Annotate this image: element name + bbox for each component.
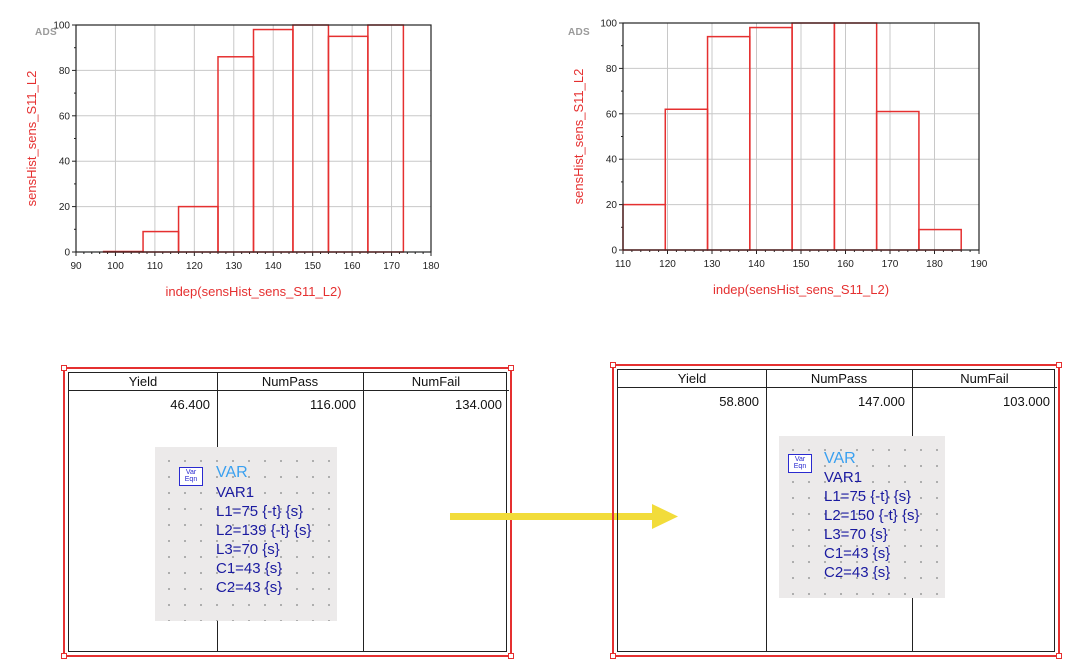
selection-handle[interactable] (61, 653, 67, 659)
table-grid: Yield NumPass NumFail 46.400 116.000 134… (68, 372, 509, 652)
var-line: L1=75 {-t} {s} (824, 488, 912, 505)
histogram-bar (833, 22, 878, 251)
var-line: C1=43 {s} (216, 560, 283, 577)
y-tick-label: 20 (606, 200, 618, 211)
selection-handle[interactable] (1056, 653, 1062, 659)
histogram-bar (142, 230, 180, 253)
x-tick-label: 90 (70, 261, 82, 272)
yield-table-right: Yield NumPass NumFail 58.800 147.000 103… (610, 362, 1062, 659)
y-tick-label: 20 (59, 202, 71, 213)
x-tick-label: 120 (659, 259, 676, 270)
x-tick-label: 160 (344, 261, 361, 272)
y-tick-label: 60 (59, 111, 71, 122)
var-line: L1=75 {-t} {s} (216, 503, 304, 520)
x-tick-label: 170 (882, 259, 899, 270)
x-tick-label: 190 (971, 259, 988, 270)
selection-handle[interactable] (610, 362, 616, 368)
histogram-bar (327, 35, 369, 253)
selection-handle[interactable] (610, 653, 616, 659)
histogram-bar (875, 110, 920, 251)
y-tick-label: 0 (611, 246, 617, 257)
yield-value: 46.400 (170, 397, 210, 412)
x-tick-label: 130 (225, 261, 242, 272)
var-line: C1=43 {s} (824, 545, 891, 562)
right-arrow-icon (450, 504, 678, 529)
var-eqn-icon: Var Eqn (788, 454, 812, 473)
x-tick-label: 120 (186, 261, 203, 272)
x-tick-label: 110 (147, 261, 163, 272)
yield-table-left: Yield NumPass NumFail 46.400 116.000 134… (61, 365, 514, 659)
var-eqn-block-left[interactable]: Var Eqn VAR VAR1 L1=75 {-t} {s} L2=139 {-… (155, 447, 337, 621)
histogram-bar (918, 228, 962, 251)
x-tick-label: 140 (748, 259, 765, 270)
header-yield: Yield (618, 370, 766, 388)
numpass-value: 147.000 (858, 394, 905, 409)
yield-value: 58.800 (719, 394, 759, 409)
x-tick-label: 180 (423, 261, 440, 272)
header-numpass: NumPass (766, 370, 912, 388)
y-axis-label: sensHist_sens_S11_L2 (571, 69, 586, 205)
var-line: L2=150 {-t} {s} (824, 507, 920, 524)
y-tick-label: 80 (606, 64, 618, 75)
var-title: VAR (216, 464, 248, 481)
plot-frame (622, 22, 980, 251)
x-tick-label: 180 (926, 259, 943, 270)
selection-handle[interactable] (1056, 362, 1062, 368)
y-tick-label: 0 (64, 248, 70, 259)
header-yield: Yield (69, 373, 217, 391)
numfail-value: 134.000 (455, 397, 502, 412)
histogram-bar (217, 56, 255, 253)
y-axis-label: sensHist_sens_S11_L2 (24, 71, 39, 207)
y-tick-label: 100 (53, 21, 70, 32)
plot-frame (75, 24, 432, 253)
selection-handle[interactable] (508, 653, 514, 659)
selection-handle[interactable] (61, 365, 67, 371)
histogram-bar (367, 24, 405, 253)
x-tick-label: 160 (837, 259, 854, 270)
header-numfail: NumFail (363, 373, 509, 391)
x-tick-label: 150 (304, 261, 321, 272)
x-tick-label: 100 (107, 261, 124, 272)
column-divider (766, 370, 767, 651)
var-line: L3=70 {s} (216, 541, 280, 558)
x-tick-label: 110 (615, 259, 631, 270)
y-tick-label: 100 (600, 19, 617, 30)
x-tick-label: 140 (265, 261, 282, 272)
ads-logo-right: ADS (568, 27, 591, 38)
y-tick-label: 40 (606, 155, 618, 166)
x-axis-label: indep(sensHist_sens_S11_L2) (713, 282, 889, 297)
var-line: L2=139 {-t} {s} (216, 522, 312, 539)
selection-handle[interactable] (508, 365, 514, 371)
header-numfail: NumFail (912, 370, 1057, 388)
y-tick-label: 40 (59, 157, 71, 168)
numfail-value: 103.000 (1003, 394, 1050, 409)
x-tick-label: 150 (793, 259, 810, 270)
var-title: VAR (824, 450, 856, 467)
histogram-bar (622, 203, 667, 251)
var-line: VAR1 (824, 469, 863, 486)
var-line: C2=43 {s} (216, 579, 283, 596)
var-eqn-icon: Var Eqn (179, 467, 203, 486)
histogram-bar (177, 205, 219, 253)
var-line: L3=70 {s} (824, 526, 888, 543)
x-axis-label: indep(sensHist_sens_S11_L2) (165, 284, 341, 299)
y-tick-label: 60 (606, 109, 618, 120)
var-line: C2=43 {s} (824, 564, 891, 581)
histogram-bar (664, 108, 709, 251)
histogram-bar (292, 24, 330, 253)
numpass-value: 116.000 (309, 397, 356, 412)
header-numpass: NumPass (217, 373, 363, 391)
histogram-bar (791, 22, 836, 251)
x-tick-label: 170 (383, 261, 400, 272)
x-tick-label: 130 (704, 259, 721, 270)
y-tick-label: 80 (59, 66, 71, 77)
var-line: VAR1 (216, 484, 255, 501)
ads-logo-left: ADS (35, 27, 58, 38)
var-eqn-block-right[interactable]: Var Eqn VAR VAR1 L1=75 {-t} {s} L2=150 {-… (779, 436, 945, 598)
column-divider (363, 373, 364, 651)
table-grid: Yield NumPass NumFail 58.800 147.000 103… (617, 369, 1057, 652)
